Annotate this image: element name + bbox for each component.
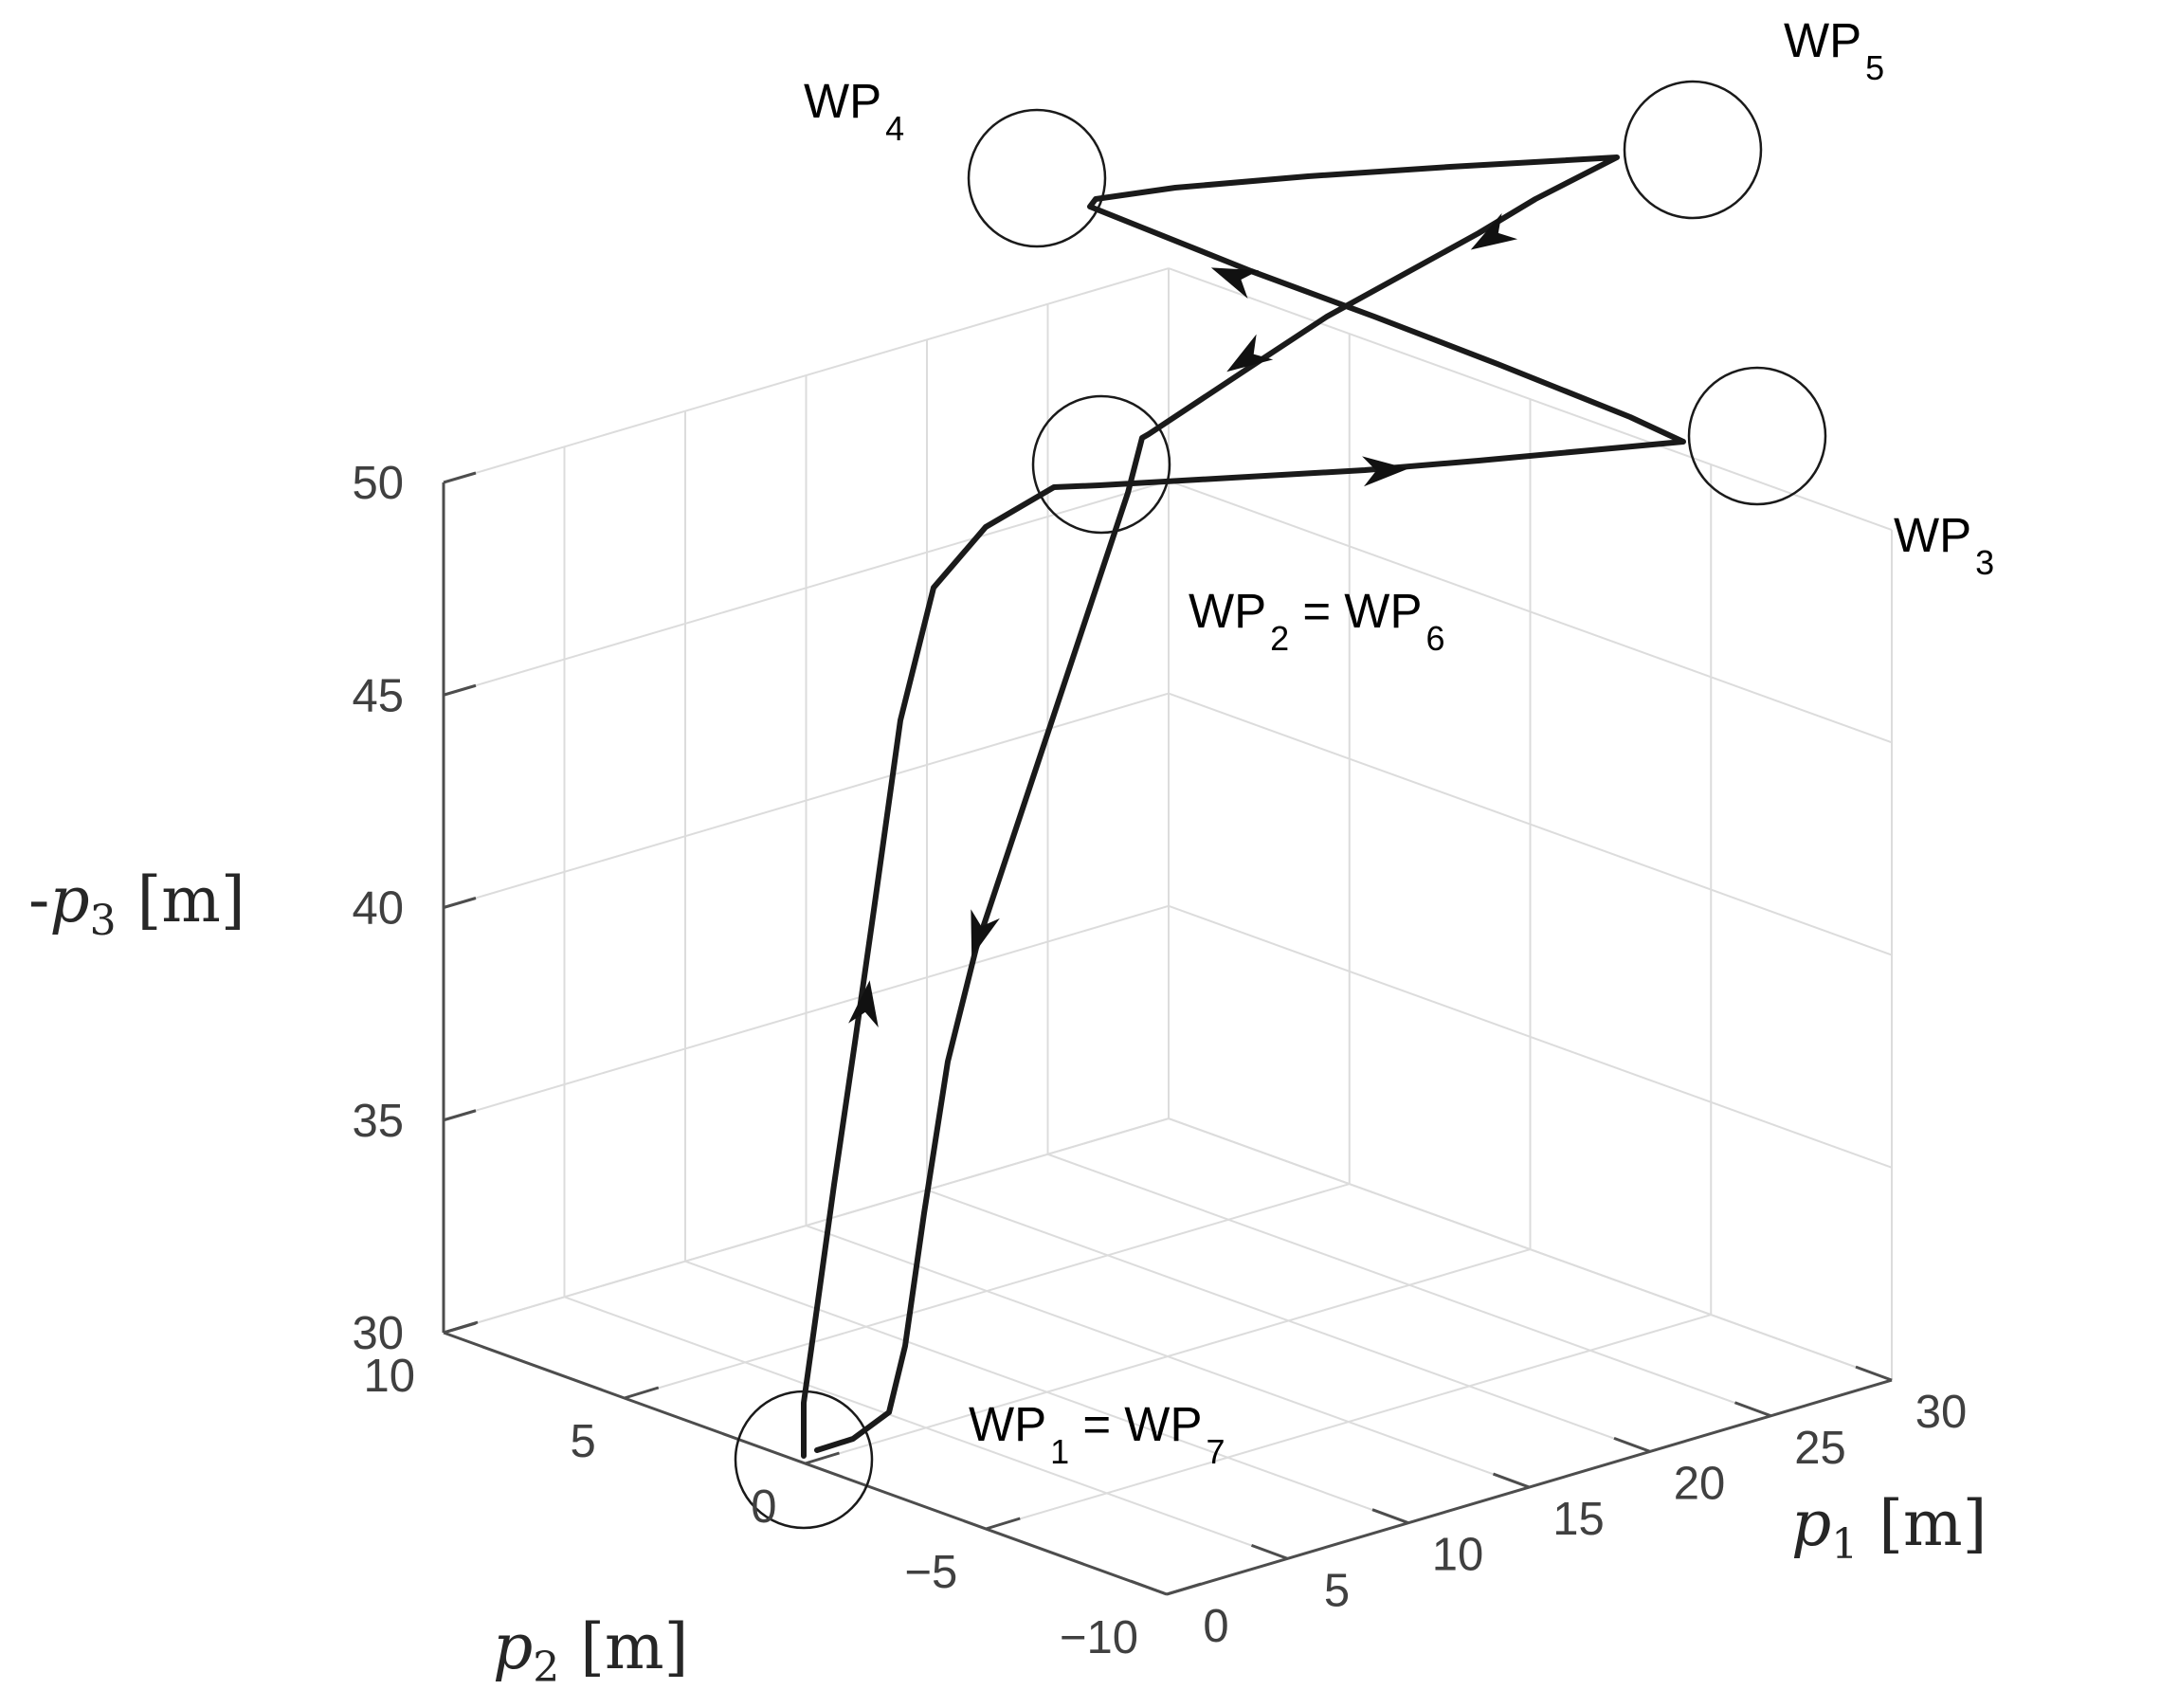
waypoint-index: 3 bbox=[1975, 543, 1994, 582]
x-tick-label: 25 bbox=[1794, 1423, 1846, 1474]
y-tick-label: 10 bbox=[363, 1351, 415, 1402]
y-tick-label: 0 bbox=[751, 1481, 776, 1533]
z-tick bbox=[443, 683, 477, 697]
floor-grid-line bbox=[985, 1314, 1712, 1530]
waypoint-name: WP bbox=[1894, 508, 1971, 562]
x-tick bbox=[1855, 1365, 1893, 1382]
y-axis-label-subscript: 2 bbox=[533, 1644, 559, 1692]
wall-grid-line bbox=[443, 267, 1170, 483]
x-tick bbox=[1733, 1401, 1772, 1418]
trajectory-line bbox=[801, 154, 1686, 1459]
z-axis-label-unit: [m] bbox=[137, 863, 245, 936]
wall-grid-line bbox=[1168, 267, 1893, 532]
y-tick bbox=[985, 1517, 1021, 1531]
wall-grid-line bbox=[443, 904, 1170, 1121]
y-tick bbox=[443, 1320, 479, 1335]
waypoint-name: WP bbox=[1784, 13, 1861, 67]
waypoint-index: 4 bbox=[885, 109, 904, 148]
waypoint-label: WP3 bbox=[1894, 508, 1994, 582]
waypoint-circle bbox=[1623, 80, 1763, 220]
x-axis-label-symbol: p bbox=[1791, 1487, 1831, 1560]
y-axis-label-unit: [m] bbox=[580, 1610, 688, 1683]
y-tick bbox=[624, 1386, 660, 1400]
floor-grid-line bbox=[624, 1183, 1351, 1399]
x-tick-label: 5 bbox=[1324, 1565, 1350, 1616]
y-axis-label: p2 [m] bbox=[493, 1610, 688, 1692]
wall-grid-line bbox=[1168, 1117, 1893, 1382]
wall-grid-line bbox=[1168, 904, 1893, 1169]
x-axis-label-subscript: 1 bbox=[1831, 1520, 1858, 1569]
waypoint-name: WP bbox=[969, 1397, 1046, 1451]
waypoint-index: 5 bbox=[1865, 48, 1884, 87]
waypoint-label: WP4 bbox=[804, 74, 904, 148]
waypoint-name: WP bbox=[804, 74, 881, 128]
wall-grid-line bbox=[1168, 480, 1893, 744]
x-tick-label: 30 bbox=[1915, 1387, 1968, 1438]
x-tick-label: 10 bbox=[1432, 1530, 1484, 1581]
x-tick bbox=[1371, 1508, 1409, 1525]
x-tick-label: 15 bbox=[1552, 1494, 1605, 1545]
grid-lines bbox=[443, 267, 1893, 1595]
direction-arrow bbox=[1362, 456, 1408, 487]
waypoint-equals: = WP bbox=[1069, 1397, 1202, 1451]
floor-grid-line bbox=[805, 1248, 1531, 1464]
direction-arrow bbox=[971, 909, 1000, 957]
y-tick-label: −10 bbox=[1060, 1612, 1138, 1663]
z-tick bbox=[443, 1109, 477, 1122]
waypoint-index: 7 bbox=[1206, 1432, 1225, 1471]
z-axis-label: -p3 [m] bbox=[28, 863, 245, 945]
x-axis-label-unit: [m] bbox=[1879, 1487, 1987, 1560]
direction-arrow bbox=[848, 980, 879, 1028]
z-tick bbox=[443, 897, 477, 909]
waypoint-name: WP bbox=[1189, 584, 1266, 638]
waypoint-circle bbox=[967, 108, 1107, 248]
axis-ticks bbox=[443, 471, 1893, 1596]
waypoint-circles bbox=[734, 80, 1827, 1530]
z-axis-label-prefix: - bbox=[28, 863, 49, 936]
waypoint-index: 2 bbox=[1270, 619, 1289, 658]
wall-grid-line bbox=[443, 480, 1170, 697]
y-tick bbox=[805, 1451, 840, 1465]
direction-arrow bbox=[1210, 267, 1260, 299]
waypoint-index: 6 bbox=[1425, 619, 1444, 658]
waypoint-label: WP5 bbox=[1784, 13, 1884, 87]
x-tick bbox=[1613, 1436, 1651, 1453]
waypoint-circle bbox=[1031, 394, 1171, 535]
waypoint-circle bbox=[1687, 366, 1827, 506]
x-tick bbox=[1130, 1579, 1168, 1596]
y-axis-label-symbol: p bbox=[493, 1610, 533, 1683]
x-tick bbox=[1250, 1543, 1289, 1560]
direction-arrow bbox=[1226, 334, 1274, 372]
y-tick-label: −5 bbox=[904, 1547, 957, 1598]
y-tick bbox=[1166, 1582, 1202, 1596]
direction-arrow bbox=[1470, 212, 1518, 250]
z-tick-label: 30 bbox=[352, 1308, 404, 1359]
y-tick-label: 5 bbox=[570, 1416, 595, 1467]
waypoint-equals: = WP bbox=[1289, 584, 1422, 638]
z-tick-label: 40 bbox=[352, 883, 404, 935]
x-axis-label: p1 [m] bbox=[1791, 1487, 1987, 1569]
wall-grid-line bbox=[1168, 692, 1893, 956]
z-tick-label: 35 bbox=[352, 1096, 404, 1147]
z-axis-label-symbol: p bbox=[49, 863, 89, 936]
waypoint-label: WP1 = WP7 bbox=[969, 1397, 1225, 1471]
wall-grid-line bbox=[443, 1117, 1170, 1334]
waypoint-label: WP2 = WP6 bbox=[1189, 584, 1445, 658]
x-tick-label: 20 bbox=[1674, 1458, 1726, 1509]
x-tick-label: 0 bbox=[1203, 1601, 1228, 1652]
z-tick-label: 50 bbox=[352, 458, 404, 509]
x-tick bbox=[1492, 1472, 1531, 1489]
z-tick-label: 45 bbox=[352, 670, 404, 721]
waypoint-index: 1 bbox=[1050, 1432, 1069, 1471]
z-axis-label-subscript: 3 bbox=[90, 897, 117, 945]
trajectory bbox=[801, 154, 1686, 1459]
z-tick bbox=[443, 471, 477, 484]
